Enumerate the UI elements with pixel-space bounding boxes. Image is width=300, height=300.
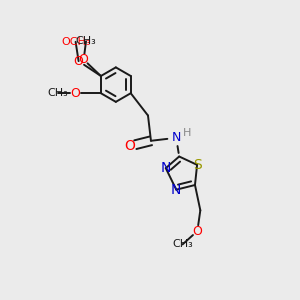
Text: O: O: [74, 55, 83, 68]
Text: N: N: [160, 161, 171, 175]
Text: S: S: [193, 158, 202, 172]
Text: N: N: [172, 131, 181, 144]
Text: N: N: [171, 183, 181, 197]
Text: CH₃: CH₃: [172, 239, 193, 250]
Text: O: O: [124, 139, 135, 153]
Text: H: H: [183, 128, 192, 138]
Text: O: O: [192, 225, 202, 238]
Text: O: O: [71, 87, 81, 100]
Text: O: O: [79, 53, 88, 66]
Text: CH₃: CH₃: [76, 36, 96, 46]
Text: OCH₃: OCH₃: [61, 37, 90, 47]
Text: CH₃: CH₃: [47, 88, 68, 98]
